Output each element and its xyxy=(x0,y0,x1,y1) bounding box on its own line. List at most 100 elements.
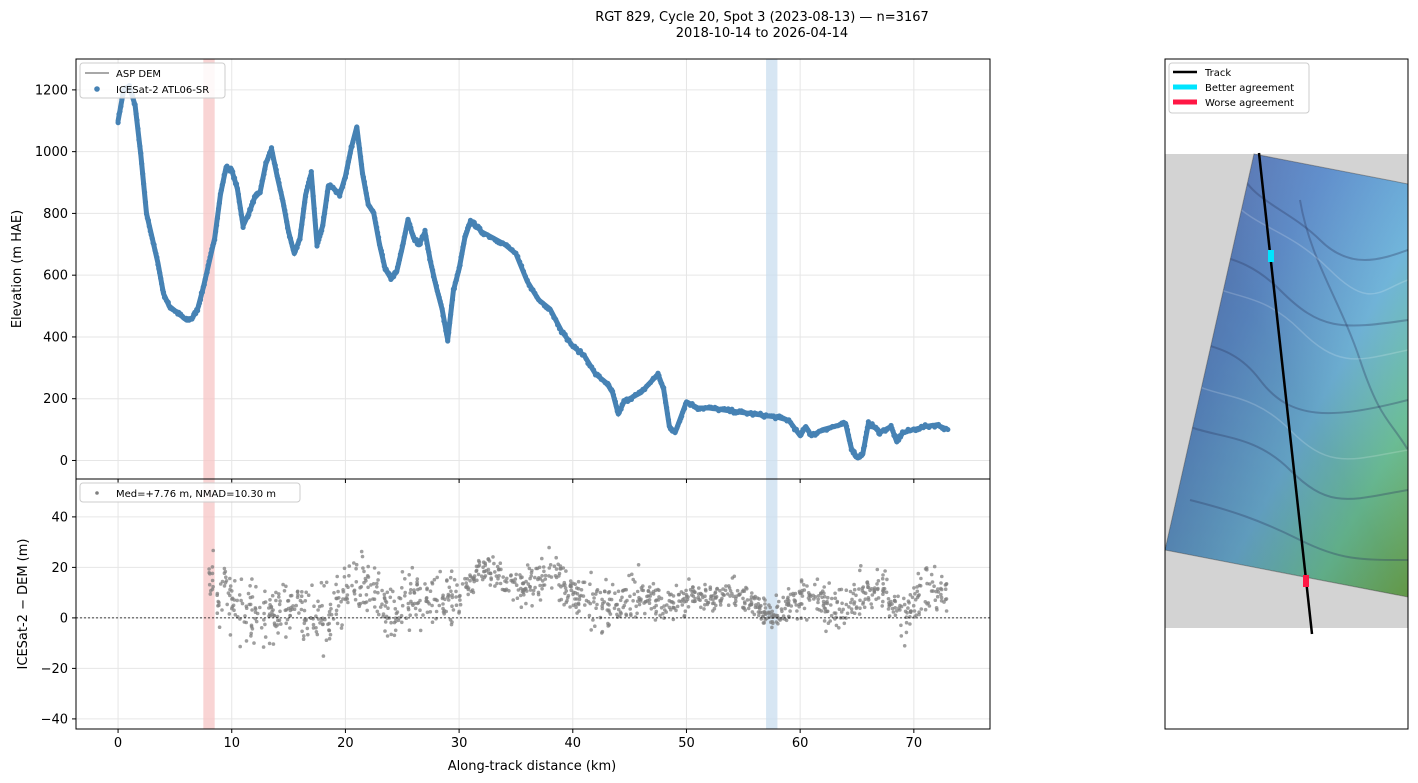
residual-point xyxy=(624,613,629,618)
residual-point xyxy=(919,607,924,611)
residual-point xyxy=(445,579,449,583)
residual-point xyxy=(385,590,390,595)
icesat-point xyxy=(250,199,257,205)
residual-point xyxy=(493,584,497,588)
residual-point xyxy=(416,587,420,592)
residual-point xyxy=(865,580,870,584)
residual-point xyxy=(656,598,661,602)
residual-point xyxy=(618,598,623,603)
residual-point xyxy=(702,607,706,611)
residual-point xyxy=(537,576,541,580)
residual-point xyxy=(259,626,264,630)
icesat-point xyxy=(417,241,423,247)
residual-point xyxy=(654,612,658,616)
icesat-point xyxy=(428,259,434,265)
residual-point xyxy=(595,602,599,607)
icesat-point xyxy=(201,282,207,288)
residual-point xyxy=(250,577,254,581)
residual-point xyxy=(306,593,311,597)
residual-point xyxy=(686,595,690,599)
residual-point xyxy=(902,596,906,601)
residual-point xyxy=(735,588,740,593)
residual-point xyxy=(726,603,731,607)
residual-point xyxy=(441,602,445,606)
residual-point xyxy=(457,594,462,599)
residual-point xyxy=(841,616,845,620)
residual-point xyxy=(403,590,408,595)
icesat-point xyxy=(303,193,309,200)
residual-point xyxy=(558,564,563,568)
residual-point xyxy=(393,607,398,611)
residual-point xyxy=(899,604,904,609)
residual-point xyxy=(800,594,805,598)
icesat-point xyxy=(236,199,242,205)
residual-point xyxy=(880,604,884,608)
residual-point xyxy=(714,603,718,608)
icesat-point xyxy=(322,204,329,210)
icesat-point xyxy=(214,215,221,221)
x-tick-label: 40 xyxy=(565,736,582,751)
residual-point xyxy=(649,607,654,611)
icesat-point xyxy=(268,145,275,151)
residual-point xyxy=(441,593,445,598)
residual-point xyxy=(217,625,222,629)
residual-point xyxy=(344,583,349,588)
residual-point xyxy=(496,576,500,581)
residual-point xyxy=(623,600,628,604)
residual-point xyxy=(841,607,845,612)
residual-point xyxy=(899,623,903,628)
icesat-point xyxy=(340,181,347,187)
residual-point xyxy=(931,589,935,593)
icesat-point xyxy=(362,185,368,191)
icesat-point xyxy=(151,242,157,248)
residual-point xyxy=(718,600,723,604)
residual-point xyxy=(466,592,471,597)
residual-point xyxy=(653,618,658,622)
residual-point xyxy=(441,610,446,614)
residual-point xyxy=(371,582,376,586)
residual-point xyxy=(271,642,276,646)
residual-point xyxy=(892,598,897,603)
residual-point xyxy=(794,603,798,607)
residual-point xyxy=(336,604,341,608)
residual-point xyxy=(382,592,387,597)
residual-point xyxy=(741,596,745,601)
residual-point xyxy=(373,605,377,609)
icesat-point xyxy=(549,310,555,316)
residual-point xyxy=(359,549,364,554)
icesat-point xyxy=(436,294,442,300)
residual-y-tick-label: 40 xyxy=(51,510,68,525)
residual-point xyxy=(446,598,451,602)
residual-point xyxy=(770,609,774,614)
better-agreement-span xyxy=(766,59,778,479)
residual-point xyxy=(757,597,761,601)
icesat-point xyxy=(142,199,149,205)
residual-point xyxy=(403,577,407,581)
icesat-point xyxy=(863,429,870,435)
residual-point xyxy=(476,564,481,569)
residual-point xyxy=(866,585,870,589)
residual-point xyxy=(418,628,423,633)
residual-point xyxy=(594,606,598,610)
residual-point xyxy=(407,573,412,577)
residual-point xyxy=(340,623,344,627)
icesat-point xyxy=(287,235,294,242)
residual-point xyxy=(284,584,288,589)
residual-point xyxy=(837,607,842,611)
residual-point xyxy=(854,593,858,598)
residual-point xyxy=(787,599,791,603)
residual-point xyxy=(913,592,917,596)
residual-point xyxy=(361,566,365,570)
residual-point xyxy=(834,615,838,620)
residual-point xyxy=(600,629,605,634)
residual-point xyxy=(658,613,662,618)
residual-point xyxy=(639,586,644,590)
residual-panel: −40 −20 0 20 40 0 10 20 30 40 50 60 70 ICESat-2 − D… xyxy=(16,479,990,774)
icesat-point xyxy=(204,269,210,275)
residual-point xyxy=(448,617,453,622)
residual-point xyxy=(723,588,728,593)
residual-point xyxy=(408,581,413,586)
icesat-point xyxy=(442,321,448,327)
icesat-point xyxy=(471,219,477,226)
